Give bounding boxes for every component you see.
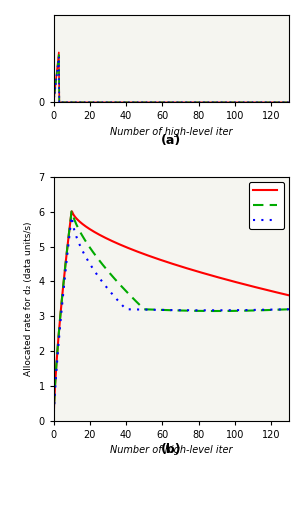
X-axis label: Number of high-level iter: Number of high-level iter bbox=[110, 127, 233, 137]
Text: (b): (b) bbox=[161, 443, 182, 455]
Text: (a): (a) bbox=[161, 134, 181, 147]
Y-axis label: Allocated rate for d₂ (data units/s): Allocated rate for d₂ (data units/s) bbox=[24, 222, 33, 376]
X-axis label: Number of high-level iter: Number of high-level iter bbox=[110, 445, 233, 455]
Legend: , , : , , bbox=[249, 182, 284, 229]
